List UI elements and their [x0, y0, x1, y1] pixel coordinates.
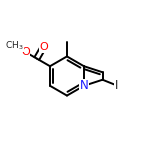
- Text: CH$_3$: CH$_3$: [5, 39, 24, 52]
- Text: O: O: [39, 42, 48, 52]
- Text: O: O: [21, 47, 30, 57]
- Text: I: I: [115, 79, 118, 92]
- Text: N: N: [79, 79, 88, 92]
